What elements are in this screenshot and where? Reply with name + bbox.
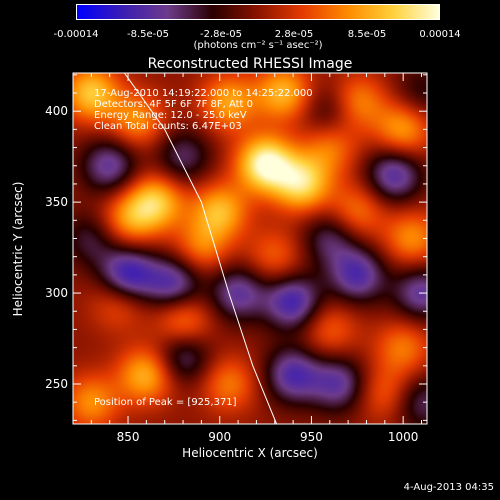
solar-limb-line [123, 72, 278, 425]
colorbar-tick-label: 8.5e-05 [347, 29, 387, 40]
timestamp-footer: 4-Aug-2013 04:35 [403, 482, 494, 493]
y-tick-label: 400 [45, 104, 68, 119]
detectors-annotation: Detectors: 4F 5F 6F 7F 8F, Att 0 [94, 99, 254, 110]
time-range-annotation: 17-Aug-2010 14:19:22.000 to 14:25:22.000 [94, 88, 313, 99]
colorbar-unit-label: (photons cm⁻² s⁻¹ asec⁻²) [193, 40, 323, 51]
heatmap-image [73, 73, 427, 424]
colorbar-tick-label: -2.8e-05 [200, 29, 242, 40]
y-tick-label: 300 [45, 286, 68, 301]
total-counts-annotation: Clean Total counts: 6.47E+03 [94, 121, 242, 132]
energy-range-annotation: Energy Range: 12.0 - 25.0 keV [94, 110, 247, 121]
colorbar-tick-label: 0.00014 [419, 29, 461, 40]
x-tick-label: 850 [116, 430, 140, 444]
x-tick-label: 950 [299, 430, 323, 444]
colorbar-tick-label: -8.5e-05 [127, 29, 169, 40]
chart-title: Reconstructed RHESSI Image [147, 56, 353, 72]
y-tick-label: 250 [45, 376, 68, 391]
colorbar [76, 4, 440, 20]
x-tick-label: 1000 [387, 430, 419, 444]
plot-frame [72, 72, 428, 425]
colorbar-tick-label: 2.8e-05 [274, 29, 314, 40]
x-axis-label: Heliocentric X (arcsec) [182, 446, 318, 460]
colorbar-tick-label: -0.00014 [53, 29, 99, 40]
y-tick-label: 350 [45, 195, 68, 210]
peak-position-annotation: Position of Peak = [925,371] [94, 397, 237, 408]
x-tick-label: 900 [208, 430, 232, 444]
y-axis-label: Heliocentric Y (arcsec) [11, 181, 25, 317]
